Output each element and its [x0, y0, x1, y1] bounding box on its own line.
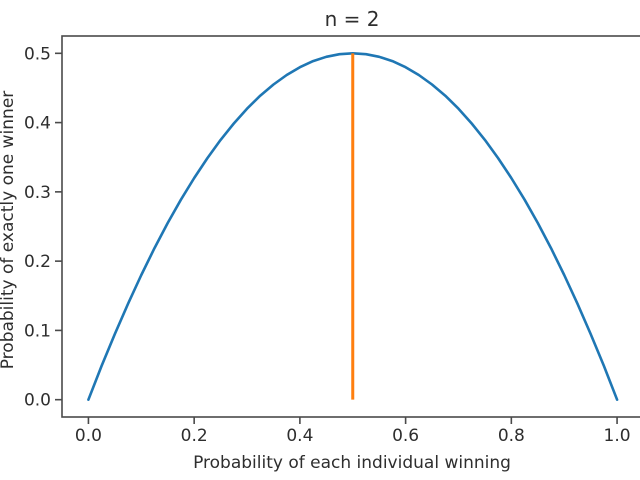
y-tick-label: 0.5 [24, 44, 51, 64]
y-tick-label: 0.0 [24, 391, 51, 411]
y-axis-label: Probability of exactly one winner [0, 91, 18, 370]
x-axis-label: Probability of each individual winning [193, 453, 511, 473]
x-tick-label: 0.4 [286, 426, 313, 446]
probability-curve [87, 52, 619, 401]
y-tick-label: 0.2 [24, 252, 51, 272]
y-axis-ticks: 0.0 0.1 0.2 0.3 0.4 0.5 [24, 44, 62, 411]
x-tick-label: 0.0 [75, 426, 102, 446]
x-tick-label: 1.0 [604, 426, 631, 446]
plot-area-spines [61, 35, 640, 418]
x-tick-label: 0.6 [392, 426, 419, 446]
y-tick-label: 0.4 [24, 114, 51, 134]
x-axis-ticks: 0.0 0.2 0.4 0.6 0.8 1.0 [75, 417, 631, 446]
x-tick-label: 0.8 [498, 426, 525, 446]
y-tick-label: 0.3 [24, 183, 51, 203]
y-tick-label: 0.1 [24, 321, 51, 341]
chart-title: n = 2 [325, 7, 380, 31]
x-tick-label: 0.2 [181, 426, 208, 446]
